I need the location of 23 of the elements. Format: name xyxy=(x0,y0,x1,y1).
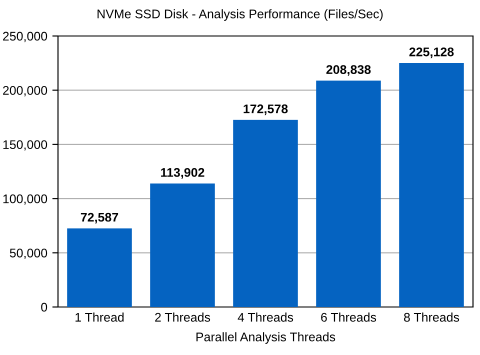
bar xyxy=(316,80,381,307)
bar xyxy=(399,62,464,307)
data-label: 72,587 xyxy=(80,212,118,224)
x-tick-label: 8 Threads xyxy=(404,312,460,322)
data-label: 113,902 xyxy=(161,168,204,179)
y-tick-label: 100,000 xyxy=(3,194,48,205)
y-tick-label: 200,000 xyxy=(3,86,48,96)
bar xyxy=(150,184,215,307)
y-tick-label: 50,000 xyxy=(10,248,48,259)
x-tick-label: 4 Threads xyxy=(238,312,294,322)
bar xyxy=(233,120,298,307)
y-tick-label: 0 xyxy=(41,302,48,312)
x-tick-label: 2 Threads xyxy=(155,312,210,322)
data-label: 208,838 xyxy=(326,65,371,76)
x-tick-label: 1 Thread xyxy=(76,312,124,322)
x-tick-label: 6 Threads xyxy=(321,312,376,322)
y-tick-label: 250,000 xyxy=(3,32,48,42)
y-tick-label: 150,000 xyxy=(3,140,48,151)
chart-title: NVMe SSD Disk - Analysis Performance (Files/Sec) xyxy=(98,9,383,21)
data-label: 225,128 xyxy=(409,47,454,58)
data-label: 172,578 xyxy=(244,104,288,116)
bar xyxy=(67,228,132,307)
x-axis-title: Parallel Analysis Threads xyxy=(196,332,336,344)
